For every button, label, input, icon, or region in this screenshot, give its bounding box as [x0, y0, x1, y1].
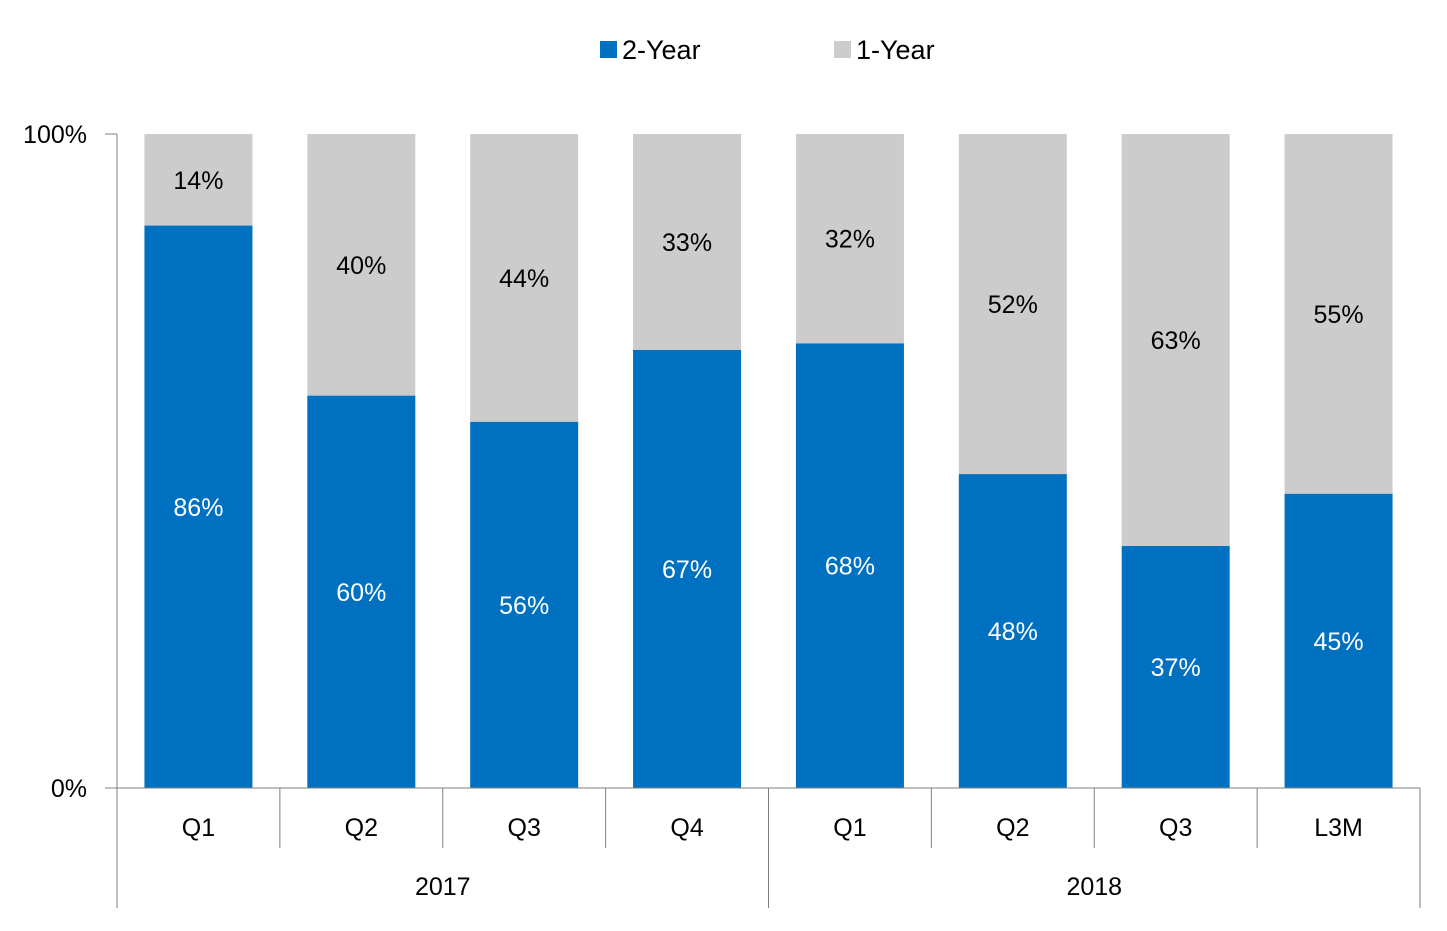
data-label-2-year-8: 45% [1314, 628, 1364, 656]
data-label-1-year-7: 63% [1151, 327, 1201, 355]
data-label-1-year-2: 40% [336, 252, 386, 280]
bar-segment-1-year-1 [144, 134, 253, 226]
data-label-2-year-6: 48% [988, 618, 1038, 646]
legend-label-2-year: 2-Year [622, 35, 701, 65]
data-label-2-year-7: 37% [1151, 654, 1201, 682]
data-label-1-year-1: 14% [173, 167, 223, 195]
y-tick-label-0: 0% [51, 775, 87, 803]
bar-segment-1-year-5 [795, 134, 904, 344]
x-category-label-3: Q3 [508, 814, 541, 842]
data-label-1-year-5: 32% [825, 226, 875, 254]
data-label-2-year-5: 68% [825, 553, 875, 581]
bar-segment-2-year-5 [795, 343, 904, 788]
x-category-label-8: L3M [1314, 814, 1363, 842]
legend: 2-Year 1-Year [600, 35, 935, 65]
bar-segment-2-year-2 [307, 395, 416, 788]
bar-segment-1-year-2 [307, 134, 416, 396]
bar-segment-2-year-7 [1121, 546, 1230, 788]
y-tick-label-100: 100% [23, 121, 87, 149]
x-category-label-2: Q2 [345, 814, 378, 842]
data-label-2-year-4: 67% [662, 556, 712, 584]
x-group-label-2017: 2017 [415, 873, 471, 901]
data-labels: 86% 14% 60% 40% 56% 44% 67% 33% 68% 32% 48% 52% 37% 6… [173, 167, 1363, 682]
x-category-label-7: Q3 [1159, 814, 1192, 842]
bars [144, 134, 1393, 788]
bar-segment-1-year-3 [470, 134, 579, 422]
x-category-label-6: Q2 [996, 814, 1029, 842]
data-label-2-year-1: 86% [173, 494, 223, 522]
data-label-1-year-8: 55% [1314, 301, 1364, 329]
bar-segment-1-year-4 [633, 134, 742, 350]
bar-segment-2-year-8 [1284, 493, 1393, 788]
legend-swatch-2-year [600, 41, 617, 58]
bar-segment-1-year-7 [1121, 134, 1230, 547]
data-label-1-year-3: 44% [499, 265, 549, 293]
bar-segment-2-year-1 [144, 225, 253, 788]
data-label-1-year-6: 52% [988, 291, 1038, 319]
bar-segment-2-year-4 [633, 349, 742, 788]
x-group-label-2018: 2018 [1066, 873, 1122, 901]
legend-swatch-1-year [834, 41, 851, 58]
x-category-label-4: Q4 [670, 814, 703, 842]
x-category-label-5: Q1 [833, 814, 866, 842]
data-label-2-year-3: 56% [499, 592, 549, 620]
data-label-2-year-2: 60% [336, 579, 386, 607]
bar-segment-1-year-8 [1284, 134, 1393, 494]
x-category-label-1: Q1 [182, 814, 215, 842]
axes: 0% 100% Q1 Q2 Q3 Q4 Q1 Q2 Q3 L3M 2017 2018 [23, 121, 1421, 908]
bar-segment-2-year-6 [958, 474, 1067, 788]
bar-segment-1-year-6 [958, 134, 1067, 475]
legend-label-1-year: 1-Year [856, 35, 935, 65]
data-label-1-year-4: 33% [662, 229, 712, 257]
bar-segment-2-year-3 [470, 421, 579, 788]
